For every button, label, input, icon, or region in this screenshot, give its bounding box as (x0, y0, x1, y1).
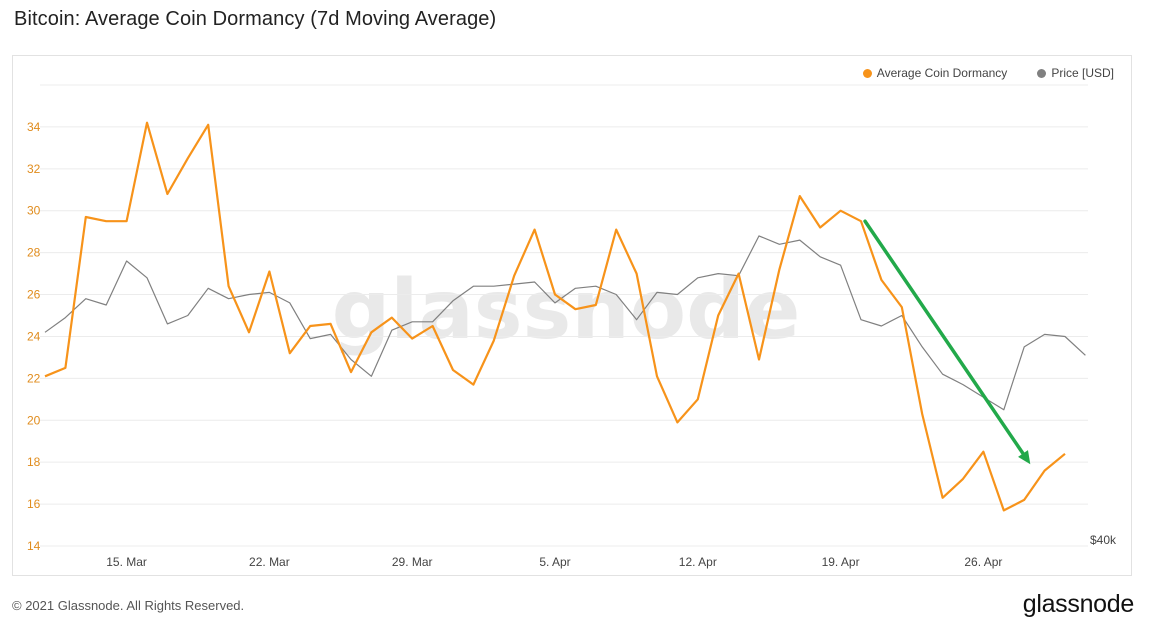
y-tick-label: 24 (27, 329, 41, 343)
y-tick-label: 18 (27, 455, 41, 469)
price-axis-label: $40k (1090, 533, 1117, 547)
legend-dot-price-icon (1037, 68, 1047, 78)
legend-item-price[interactable]: Price [USD] (1037, 66, 1114, 80)
x-tick-label: 15. Mar (106, 555, 147, 569)
x-tick-label: 12. Apr (679, 555, 717, 569)
y-tick-label: 26 (27, 288, 41, 302)
legend: Average Coin Dormancy Price [USD] (862, 66, 1114, 80)
annotation-arrow-head (1018, 450, 1031, 465)
brand-logo: glassnode (1022, 590, 1135, 618)
x-tick-label: 5. Apr (539, 555, 570, 569)
y-tick-label: 28 (27, 246, 41, 260)
x-tick-label: 22. Mar (249, 555, 290, 569)
watermark-text: glassnode (332, 263, 801, 358)
y-tick-label: 14 (27, 539, 41, 553)
chart-panel (12, 55, 1132, 576)
series-line-dormancy (44, 121, 1066, 512)
legend-dot-dormancy-icon (862, 68, 872, 78)
legend-item-dormancy[interactable]: Average Coin Dormancy (862, 66, 1008, 80)
copyright-text: © 2021 Glassnode. All Rights Reserved. (12, 598, 245, 613)
y-tick-label: 20 (27, 413, 41, 427)
x-tick-label: 26. Apr (964, 555, 1002, 569)
x-tick-label: 19. Apr (822, 555, 860, 569)
legend-label-price: Price [USD] (1051, 66, 1114, 80)
y-tick-label: 32 (27, 162, 41, 176)
y-tick-label: 22 (27, 371, 41, 385)
legend-label-dormancy: Average Coin Dormancy (876, 66, 1008, 80)
annotation-arrow-shaft (863, 219, 1025, 456)
y-tick-label: 16 (27, 497, 41, 511)
y-tick-label: 34 (27, 120, 41, 134)
x-tick-label: 29. Mar (392, 555, 433, 569)
page-title: Bitcoin: Average Coin Dormancy (7d Movin… (14, 8, 497, 30)
y-tick-label: 30 (27, 204, 41, 218)
series-line-price (44, 235, 1086, 411)
